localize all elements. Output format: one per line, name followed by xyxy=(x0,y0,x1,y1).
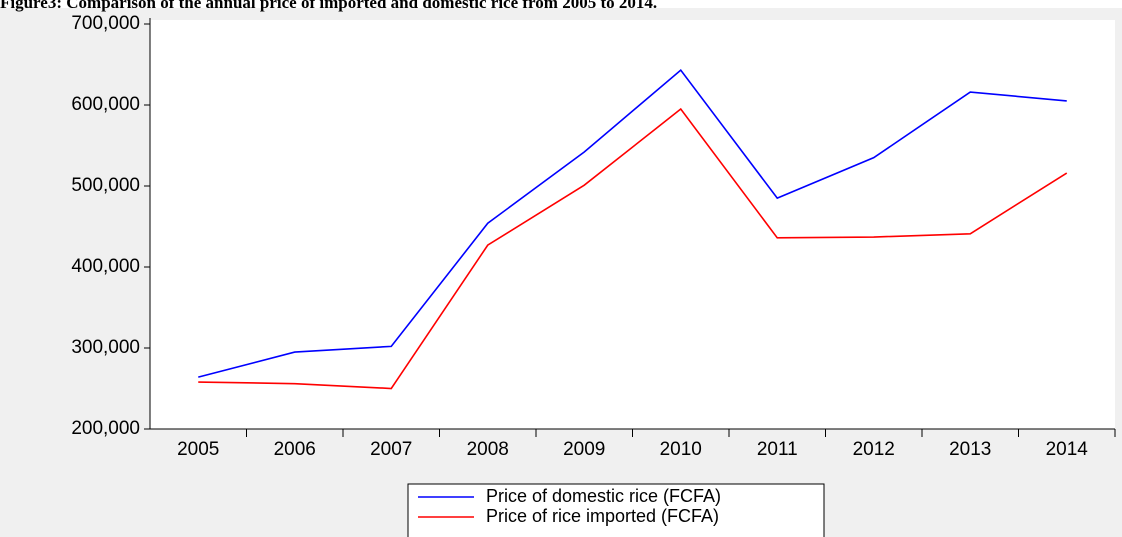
x-tick-label: 2007 xyxy=(370,439,412,460)
x-tick-label: 2008 xyxy=(467,439,509,460)
series-line xyxy=(198,107,1068,390)
x-tick-label: 2012 xyxy=(853,439,895,460)
x-tick-label: 2013 xyxy=(949,439,991,460)
plot-area xyxy=(150,20,1115,429)
legend-label: Price of rice imported (FCFA) xyxy=(486,506,719,526)
chart-title: Figure3: Comparison of the annual price … xyxy=(0,0,657,12)
series-line xyxy=(198,69,1067,378)
y-tick-label: 700,000 xyxy=(71,13,140,34)
legend-box xyxy=(407,483,825,537)
legend-label: Price of domestic rice (FCFA) xyxy=(486,486,721,506)
x-tick-label: 2006 xyxy=(274,439,316,460)
y-tick-label: 200,000 xyxy=(71,418,140,439)
x-tick-label: 2009 xyxy=(563,439,605,460)
y-tick-label: 400,000 xyxy=(71,256,140,277)
x-tick-label: 2011 xyxy=(757,439,798,460)
x-tick-label: 2014 xyxy=(1046,439,1089,460)
y-tick-label: 500,000 xyxy=(71,175,140,196)
x-tick-label: 2005 xyxy=(177,439,219,460)
y-tick-label: 300,000 xyxy=(71,337,140,358)
x-tick-label: 2010 xyxy=(660,439,702,460)
y-tick-label: 600,000 xyxy=(71,94,140,115)
